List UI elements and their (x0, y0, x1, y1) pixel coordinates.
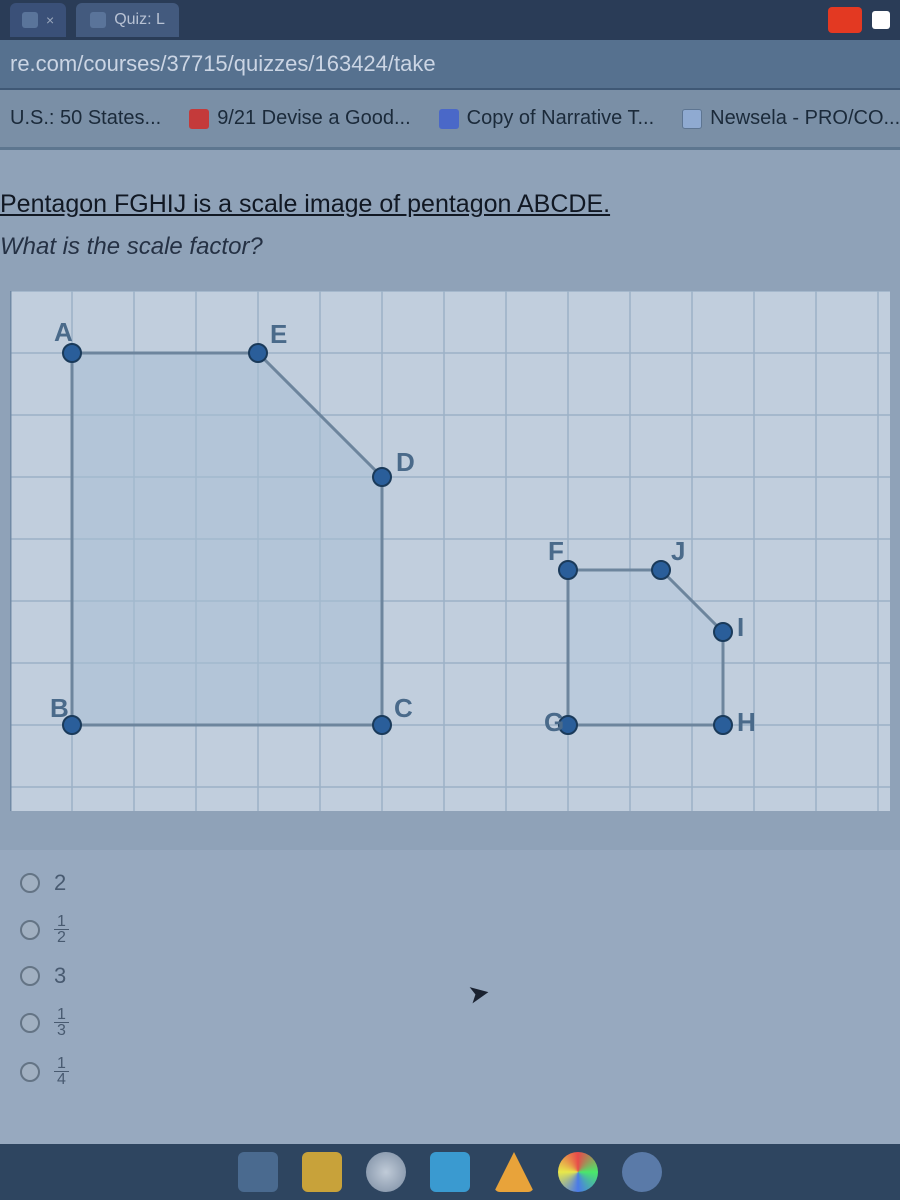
svg-text:G: G (544, 707, 564, 737)
quiz-content: Pentagon FGHIJ is a scale image of penta… (0, 150, 900, 850)
answer-2[interactable]: 2 (20, 870, 900, 896)
taskbar (0, 1144, 900, 1200)
quiz-favicon (90, 12, 106, 28)
bookmark-devise[interactable]: 9/21 Devise a Good... (189, 107, 410, 130)
answer-half[interactable]: 12 (20, 914, 900, 945)
bookmark-states[interactable]: U.S.: 50 States... (10, 107, 161, 130)
url-text: re.com/courses/37715/quizzes/163424/take (10, 51, 436, 77)
taskbar-warning-icon[interactable] (494, 1152, 534, 1192)
bookmark-narrative[interactable]: Copy of Narrative T... (439, 107, 654, 130)
stop-icon[interactable] (872, 11, 890, 29)
radio-icon[interactable] (20, 1013, 40, 1033)
answer-quarter[interactable]: 14 (20, 1056, 900, 1087)
address-bar[interactable]: re.com/courses/37715/quizzes/163424/take (0, 40, 900, 90)
svg-text:I: I (737, 612, 744, 642)
radio-icon[interactable] (20, 966, 40, 986)
svg-text:F: F (548, 536, 564, 566)
radio-icon[interactable] (20, 1062, 40, 1082)
taskbar-cortana[interactable] (366, 1152, 406, 1192)
bookmark-newsela[interactable]: Newsela - PRO/CO... (682, 107, 900, 130)
geometry-graph: A E D C B F J I H G (10, 291, 890, 811)
answer-3[interactable]: 3 (20, 963, 900, 989)
pin-icon (189, 109, 209, 129)
taskbar-app-7[interactable] (622, 1152, 662, 1192)
newsela-icon (682, 109, 702, 129)
browser-tab-active[interactable]: Quiz: L (76, 3, 179, 37)
svg-text:E: E (270, 319, 287, 349)
answer-third[interactable]: 13 (20, 1007, 900, 1038)
taskbar-file-explorer[interactable] (302, 1152, 342, 1192)
taskbar-chrome[interactable] (558, 1152, 598, 1192)
radio-icon[interactable] (20, 873, 40, 893)
tab-title: Quiz: L (114, 11, 165, 29)
recording-indicator[interactable] (828, 7, 862, 33)
svg-text:D: D (396, 447, 415, 477)
question-title: Pentagon FGHIJ is a scale image of penta… (0, 190, 890, 219)
browser-tab-prev[interactable]: × (10, 3, 66, 37)
taskbar-app-4[interactable] (430, 1152, 470, 1192)
taskbar-app-1[interactable] (238, 1152, 278, 1192)
svg-text:B: B (50, 693, 69, 723)
answer-choices: 2 12 3 13 14 (0, 850, 900, 1087)
doc-icon (439, 109, 459, 129)
tab-favicon (22, 12, 38, 28)
svg-text:J: J (671, 536, 685, 566)
close-icon[interactable]: × (46, 12, 54, 28)
svg-text:C: C (394, 693, 413, 723)
question-sub: What is the scale factor? (0, 233, 890, 261)
radio-icon[interactable] (20, 920, 40, 940)
bookmarks-bar: U.S.: 50 States... 9/21 Devise a Good...… (0, 90, 900, 150)
svg-text:A: A (54, 317, 73, 347)
svg-text:H: H (737, 707, 756, 737)
browser-tab-strip: × Quiz: L (0, 0, 900, 40)
